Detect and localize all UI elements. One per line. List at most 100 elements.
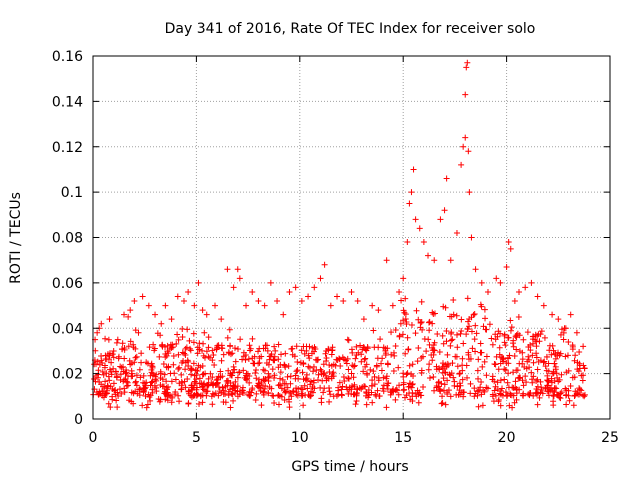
- data-point: [137, 374, 144, 381]
- data-point: [286, 404, 293, 411]
- data-point: [116, 386, 123, 393]
- data-point: [360, 368, 367, 375]
- data-point: [533, 350, 540, 357]
- data-point: [210, 352, 217, 359]
- data-point: [412, 330, 419, 337]
- data-point: [246, 388, 253, 395]
- data-point: [383, 404, 390, 411]
- data-point: [481, 306, 488, 313]
- data-point: [304, 377, 311, 384]
- data-point: [492, 392, 499, 399]
- data-point: [418, 298, 425, 305]
- data-point: [542, 385, 549, 392]
- data-point: [534, 401, 541, 408]
- data-point: [392, 396, 399, 403]
- data-point: [358, 351, 365, 358]
- data-point: [363, 401, 370, 408]
- data-point: [438, 400, 445, 407]
- data-point: [547, 387, 554, 394]
- data-point: [288, 393, 295, 400]
- data-point: [409, 361, 416, 368]
- data-point: [110, 347, 117, 354]
- data-point: [550, 402, 557, 409]
- data-point: [300, 361, 307, 368]
- data-point: [211, 391, 218, 398]
- data-point: [106, 377, 113, 384]
- data-point: [430, 373, 437, 380]
- data-point: [484, 385, 491, 392]
- data-point: [505, 370, 512, 377]
- data-point: [388, 329, 395, 336]
- data-point: [234, 383, 241, 390]
- data-point: [431, 387, 438, 394]
- data-point: [188, 366, 195, 373]
- data-point: [501, 376, 508, 383]
- data-point: [180, 298, 187, 305]
- data-point: [311, 344, 318, 351]
- data-point: [144, 401, 151, 408]
- data-point: [217, 368, 224, 375]
- data-point: [94, 374, 101, 381]
- data-point: [286, 288, 293, 295]
- data-point: [420, 239, 427, 246]
- data-point: [562, 353, 569, 360]
- data-point: [159, 383, 166, 390]
- data-point: [199, 307, 206, 314]
- data-point: [525, 353, 532, 360]
- data-point: [342, 357, 349, 364]
- data-point: [440, 303, 447, 310]
- data-point: [246, 347, 253, 354]
- y-tick-label: 0.14: [52, 94, 83, 110]
- data-point: [230, 363, 237, 370]
- data-point: [408, 189, 415, 196]
- data-point: [523, 379, 530, 386]
- data-point: [139, 402, 146, 409]
- data-point: [369, 382, 376, 389]
- data-point: [176, 364, 183, 371]
- data-point: [205, 344, 212, 351]
- data-point: [481, 358, 488, 365]
- data-point: [420, 384, 427, 391]
- data-point: [300, 402, 307, 409]
- data-point: [456, 371, 463, 378]
- data-point: [426, 361, 433, 368]
- data-point: [149, 389, 156, 396]
- data-point: [274, 298, 281, 305]
- data-point: [317, 366, 324, 373]
- data-point: [484, 288, 491, 295]
- x-tick-label: 25: [601, 430, 619, 446]
- data-point: [307, 378, 314, 385]
- data-point: [321, 369, 328, 376]
- data-point: [472, 348, 479, 355]
- y-tick-label: 0.16: [52, 49, 83, 65]
- data-point: [555, 378, 562, 385]
- data-point: [209, 347, 216, 354]
- data-point: [315, 376, 321, 383]
- data-point: [278, 351, 285, 358]
- data-point: [127, 307, 134, 314]
- data-point: [275, 356, 282, 363]
- data-point: [303, 371, 310, 378]
- data-point: [502, 342, 509, 349]
- data-point: [162, 302, 169, 309]
- data-point: [352, 355, 359, 362]
- data-point: [261, 302, 268, 309]
- data-point: [483, 353, 490, 360]
- data-point: [153, 388, 160, 395]
- data-point: [95, 391, 102, 398]
- data-point: [300, 343, 307, 350]
- data-point: [415, 399, 422, 406]
- data-point: [193, 371, 200, 378]
- data-point: [471, 311, 478, 318]
- data-point: [423, 348, 430, 355]
- data-point: [429, 344, 436, 351]
- data-point: [437, 216, 444, 223]
- data-point: [204, 388, 211, 395]
- data-point: [340, 373, 347, 380]
- data-point: [417, 392, 424, 399]
- data-point: [398, 297, 405, 304]
- y-tick-label: 0.06: [52, 276, 83, 292]
- data-point: [374, 387, 381, 394]
- data-point: [463, 331, 470, 338]
- data-point: [234, 345, 241, 352]
